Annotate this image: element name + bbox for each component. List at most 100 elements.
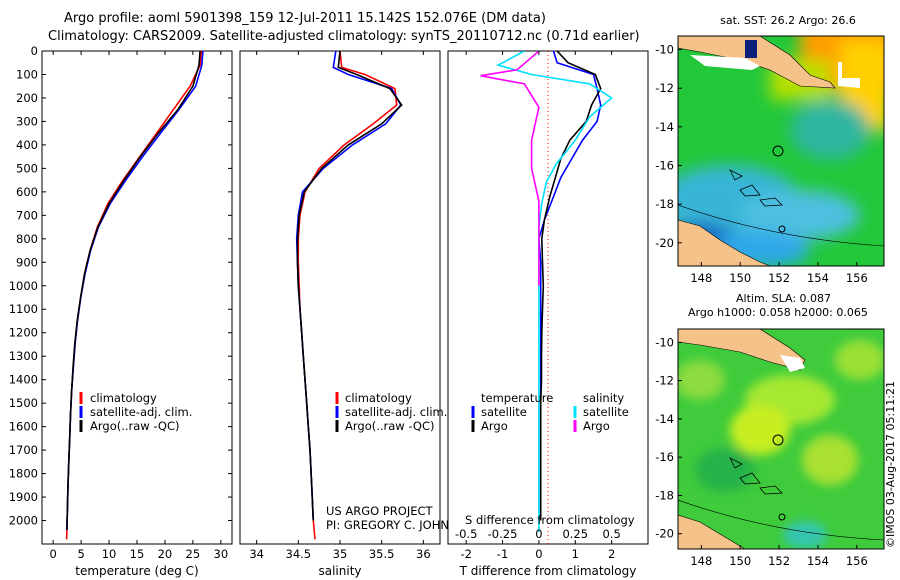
series-line-salinity-argo [480, 51, 540, 286]
legend-label-s-satellite: satellite [583, 405, 629, 419]
x-tick-label: 35.5 [369, 547, 395, 561]
sla-high-region [835, 340, 884, 380]
project-label: US ARGO PROJECT [326, 504, 434, 518]
legend-heading-temperature: temperature [481, 391, 553, 405]
depth-tick-label: 1900 [9, 490, 38, 504]
x-tick-label: -2 [460, 547, 471, 561]
depth-tick-label: 500 [16, 161, 38, 175]
s-tick-label: -0.25 [488, 527, 518, 541]
legend-label-climatology: climatology [90, 391, 157, 405]
lon-tick-label: 152 [768, 554, 790, 568]
salinity-legend: climatology satellite-adj. clim. Argo(..… [335, 391, 447, 433]
x-tick-label: 35 [333, 547, 348, 561]
lat-tick-label: -16 [655, 158, 674, 172]
sla-high-region [678, 360, 725, 400]
salinity-xlabel: salinity [318, 564, 361, 578]
sst-land-mask [745, 40, 757, 58]
x-tick-label: 0 [50, 547, 57, 561]
sla-low-region [695, 448, 755, 492]
sst-map-frame [677, 35, 885, 267]
t-difference-xlabel: T difference from climatology [459, 564, 637, 578]
s-difference-label: S difference from climatology [465, 513, 635, 527]
lat-tick-label: -20 [655, 527, 674, 541]
depth-tick-label: 300 [16, 114, 38, 128]
x-tick-label: 34.5 [286, 547, 312, 561]
lon-tick-label: 152 [768, 271, 790, 285]
depth-tick-label: 0 [31, 44, 38, 58]
lat-tick-label: -20 [655, 236, 674, 250]
lat-tick-label: -18 [655, 488, 674, 502]
x-tick-label: -1 [497, 547, 508, 561]
sst-map-title: sat. SST: 26.2 Argo: 26.6 [720, 14, 856, 27]
difference-legend: temperature satellite Argo salinity sate… [471, 391, 629, 433]
depth-tick-label: 100 [16, 67, 38, 81]
depth-tick-label: 1300 [9, 349, 38, 363]
temperature-panel: 0100200300400500600700800900100011001200… [9, 44, 648, 578]
sst-reef-outline [729, 169, 783, 207]
figure-title-line1: Argo profile: aoml 5901398_159 12-Jul-20… [64, 11, 546, 26]
x-tick-label: 25 [186, 547, 201, 561]
depth-tick-label: 1100 [9, 302, 38, 316]
lon-tick-label: 150 [729, 554, 751, 568]
sla-map-title-line2: Argo h1000: 0.058 h2000: 0.065 [688, 306, 868, 319]
sst-map: sat. SST: 26.2 Argo: 26.6 [655, 14, 885, 285]
depth-tick-label: 1800 [9, 467, 38, 481]
sst-cool-region [740, 190, 860, 240]
lon-tick-label: 156 [846, 271, 868, 285]
sla-high-region [730, 405, 790, 455]
x-tick-label: 15 [130, 547, 145, 561]
s-tick-label: 0 [535, 527, 542, 541]
sla-depth-contour [678, 499, 884, 541]
s-tick-label: 0.25 [562, 527, 588, 541]
legend-label-s-argo: Argo [583, 419, 610, 433]
sla-map: Altim. SLA: 0.087 Argo h1000: 0.058 h200… [655, 292, 885, 568]
sst-land-mask [838, 62, 860, 88]
lat-tick-label: -18 [655, 197, 674, 211]
s-tick-label: 0.5 [602, 527, 620, 541]
series-line-salinity-satellite [496, 51, 613, 533]
x-tick-label: 30 [214, 547, 229, 561]
argo-float-location-marker [772, 434, 784, 446]
depth-tick-label: 1400 [9, 373, 38, 387]
sst-land-mask [690, 55, 760, 70]
lon-tick-label: 150 [729, 271, 751, 285]
sla-high-region [802, 435, 858, 485]
depth-tick-label: 200 [16, 91, 38, 105]
salinity-panel: 34 34.5 35 35.5 36 salinity climatology sate… [239, 50, 474, 578]
depth-tick-label: 900 [16, 255, 38, 269]
lon-tick-label: 148 [690, 271, 712, 285]
imos-timestamp: ©IMOS 03-Aug-2017 05:11:21 [884, 381, 897, 548]
x-tick-label: 34 [249, 547, 264, 561]
sst-cool-region [790, 100, 870, 160]
lat-tick-label: -14 [655, 120, 674, 134]
series-line-argo-raw-qc- [66, 51, 201, 530]
series-line-argo-raw-qc- [296, 51, 403, 521]
temperature-xlabel: temperature (deg C) [75, 564, 198, 578]
depth-tick-label: 1700 [9, 443, 38, 457]
lat-tick-label: -12 [655, 374, 674, 388]
temperature-legend: climatology satellite-adj. clim. Argo(..… [79, 391, 192, 433]
sla-map-title-line1: Altim. SLA: 0.087 [736, 292, 831, 305]
figure-title-line2: Climatology: CARS2009. Satellite-adjuste… [48, 29, 640, 44]
depth-tick-label: 1000 [9, 279, 38, 293]
x-tick-label: 2 [608, 547, 615, 561]
depth-tick-label: 1500 [9, 396, 38, 410]
sst-coastline [678, 219, 771, 266]
legend-label-argo: Argo(..raw -QC) [345, 419, 435, 433]
s-tick-label: -0.5 [455, 527, 477, 541]
legend-label-argo: Argo(..raw -QC) [90, 419, 180, 433]
difference-panel: -2 -1 0 1 2 -0.5 -0.25 0 0.25 0.5 S difference f… [447, 50, 649, 578]
lat-tick-label: -10 [655, 335, 674, 349]
secondary-location-marker [778, 225, 786, 233]
legend-label-climatology: climatology [345, 391, 412, 405]
depth-tick-label: 2000 [9, 514, 38, 528]
x-tick-label: 36 [416, 547, 431, 561]
salinity-plot-frame [239, 50, 441, 545]
lat-tick-label: -14 [655, 412, 674, 426]
sst-depth-contour [678, 204, 884, 247]
lat-tick-label: -16 [655, 450, 674, 464]
lon-tick-label: 148 [690, 554, 712, 568]
depth-tick-label: 1600 [9, 420, 38, 434]
x-tick-label: 10 [102, 547, 117, 561]
